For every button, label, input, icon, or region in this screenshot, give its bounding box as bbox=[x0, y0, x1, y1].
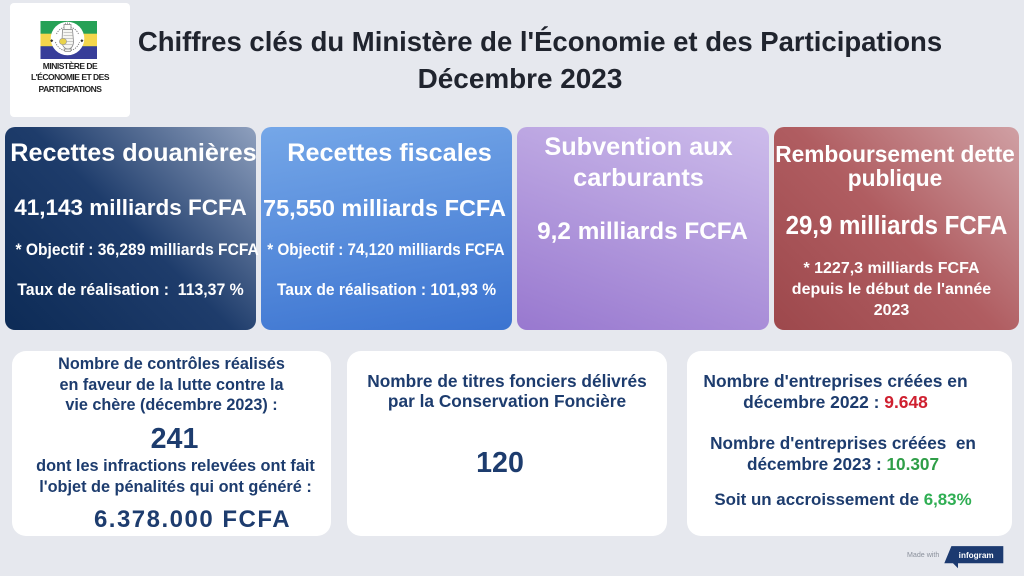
svg-text:infogram: infogram bbox=[959, 551, 994, 560]
